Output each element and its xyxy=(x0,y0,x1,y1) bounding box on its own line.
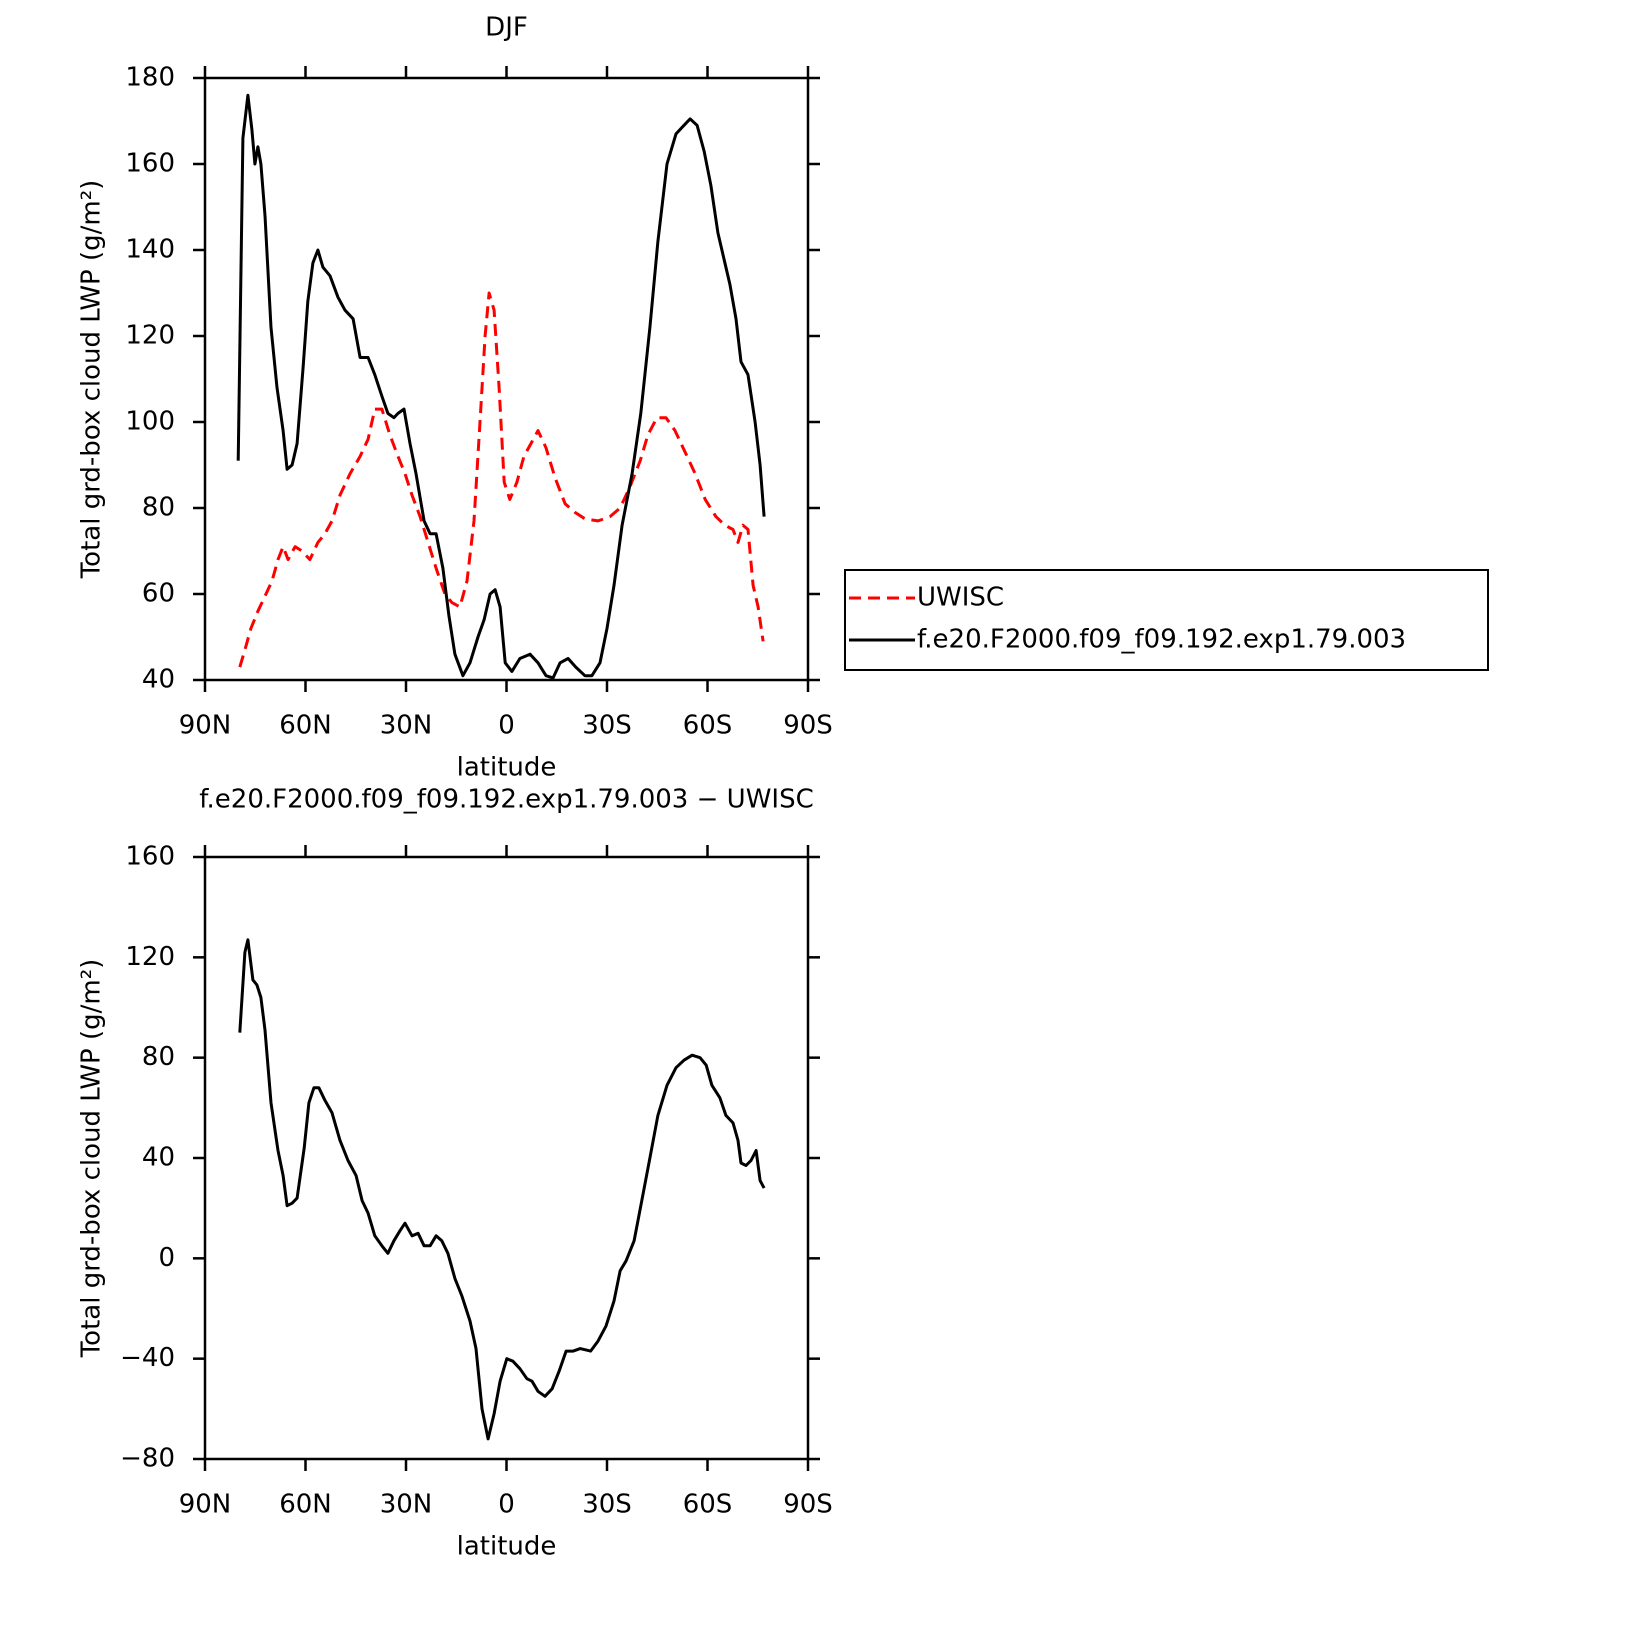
y-tick-label: 80 xyxy=(142,1042,175,1072)
x-tick-label: 30S xyxy=(582,711,632,741)
y-tick-label: 140 xyxy=(125,235,175,265)
x-tick-label: 90N xyxy=(179,711,232,741)
data-line xyxy=(236,93,766,680)
y-tick-label: 160 xyxy=(125,149,175,179)
data-line xyxy=(238,291,765,668)
x-tick-label: 90S xyxy=(783,1490,833,1520)
legend-label: f.e20.F2000.f09_f09.192.exp1.79.003 xyxy=(917,625,1406,655)
plot-frame xyxy=(203,76,810,682)
x-tick-label: 60S xyxy=(683,1490,733,1520)
y-axis-label: Total grd-box cloud LWP (g/m²) xyxy=(77,959,107,1359)
x-tick-label: 30S xyxy=(582,1490,632,1520)
x-axis-label: latitude xyxy=(457,753,557,783)
y-tick-label: 40 xyxy=(142,665,175,695)
x-tick-label: 0 xyxy=(498,1490,515,1520)
y-tick-label: 100 xyxy=(125,407,175,437)
x-tick-label: 60S xyxy=(683,711,733,741)
chart-title: DJF xyxy=(485,13,528,43)
x-tick-label: 60N xyxy=(279,1490,332,1520)
y-tick-label: 180 xyxy=(125,63,175,93)
y-axis-label: Total grd-box cloud LWP (g/m²) xyxy=(77,180,107,580)
data-line xyxy=(238,938,766,1441)
x-tick-label: 30N xyxy=(380,711,433,741)
x-axis-label: latitude xyxy=(457,1532,557,1562)
plot-frame xyxy=(203,855,810,1461)
y-tick-label: 80 xyxy=(142,493,175,523)
x-tick-label: 0 xyxy=(498,711,515,741)
y-tick-label: 0 xyxy=(158,1243,175,1273)
y-tick-label: −80 xyxy=(120,1444,175,1474)
x-tick-label: 30N xyxy=(380,1490,433,1520)
legend-label: UWISC xyxy=(917,583,1004,613)
y-tick-label: 160 xyxy=(125,842,175,872)
x-tick-label: 90S xyxy=(783,711,833,741)
y-tick-label: 40 xyxy=(142,1143,175,1173)
chart-title: f.e20.F2000.f09_f09.192.exp1.79.003 − UW… xyxy=(199,785,813,815)
y-tick-label: 120 xyxy=(125,321,175,351)
y-tick-label: 120 xyxy=(125,942,175,972)
x-tick-label: 60N xyxy=(279,711,332,741)
legend-box xyxy=(844,569,1489,671)
y-tick-label: 60 xyxy=(142,579,175,609)
x-tick-label: 90N xyxy=(179,1490,232,1520)
y-tick-label: −40 xyxy=(120,1343,175,1373)
